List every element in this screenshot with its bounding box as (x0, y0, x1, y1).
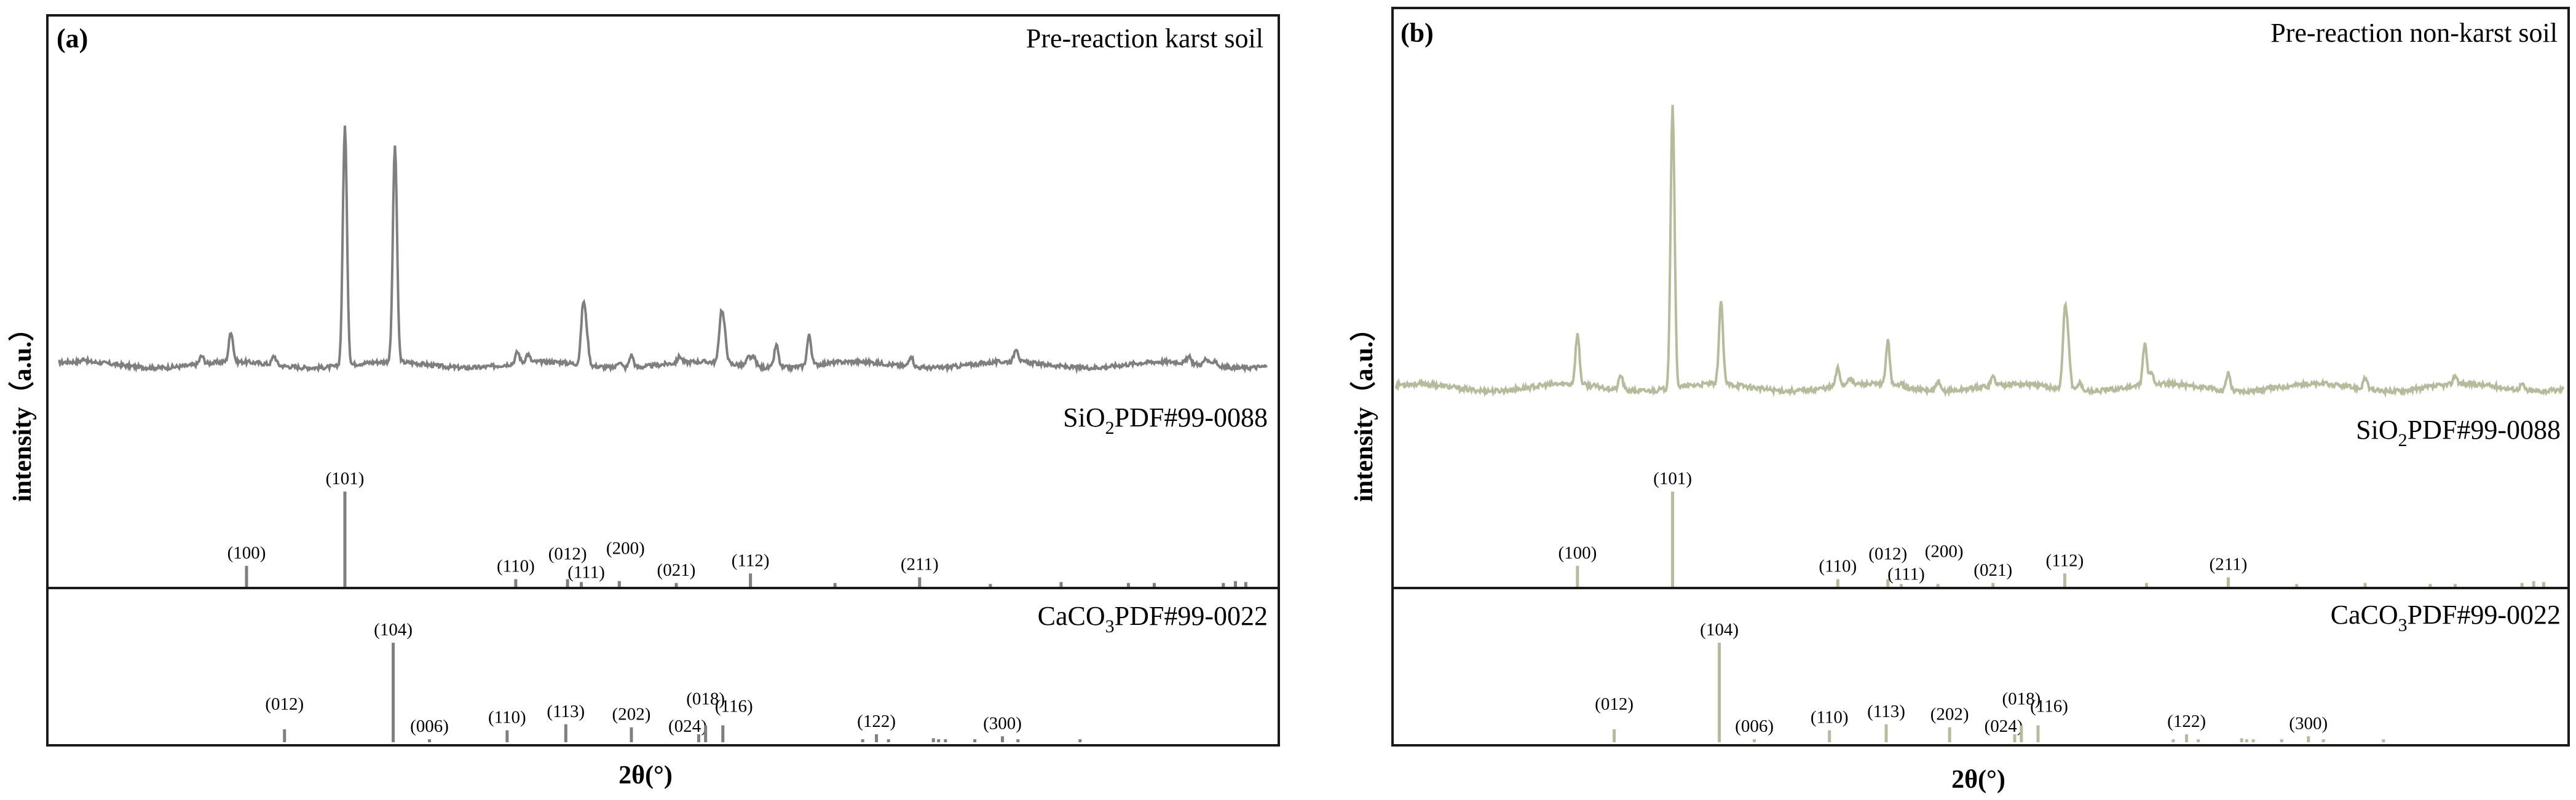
hkl-label: (122) (857, 712, 896, 731)
hkl-label: (200) (606, 539, 645, 559)
diffraction-trace (1394, 104, 2565, 398)
hkl-label: (112) (732, 551, 770, 570)
hkl-label: (122) (2167, 712, 2206, 731)
panel-b-xlabel: 2θ(°) (1951, 766, 2005, 794)
hkl-label: (300) (983, 713, 1022, 733)
hkl-label: (110) (1811, 708, 1849, 727)
panel-b-frame (1391, 7, 2570, 747)
hkl-label: (202) (1930, 705, 1969, 724)
panel-b-title: Pre-reaction non-karst soil (2270, 18, 2558, 48)
hkl-label: (006) (410, 716, 449, 736)
hkl-label: (200) (1925, 541, 1964, 561)
panel-a: (a) Pre-reaction karst soil 2θ(°) intens… (8, 14, 1280, 790)
hkl-label: (024) (1985, 716, 2023, 736)
hkl-label: (104) (1700, 620, 1739, 640)
hkl-label: (112) (2046, 551, 2084, 570)
hkl-label: (111) (567, 562, 605, 582)
panel-a-ref1-label: SiO2PDF#99-0088 (1063, 402, 1268, 438)
hkl-label: (300) (2289, 713, 2328, 733)
hkl-label: (110) (1819, 557, 1857, 576)
hkl-label: (100) (227, 543, 266, 563)
panel-b: (b) Pre-reaction non-karst soil 2θ(°) in… (1349, 7, 2570, 794)
hkl-label: (211) (2210, 555, 2248, 575)
hkl-label: (110) (488, 708, 526, 727)
panel-a-ref2-label: CaCO3PDF#99-0022 (1038, 601, 1268, 637)
panel-b-ylabel: intensity（a.u.） (1349, 315, 1378, 501)
hkl-label: (110) (497, 557, 535, 576)
hkl-label: (101) (326, 469, 365, 488)
panel-a-ylabel: intensity（a.u.） (8, 315, 37, 501)
hkl-label: (116) (715, 696, 753, 716)
hkl-label: (101) (1653, 469, 1692, 488)
panel-b-ref1-label: SiO2PDF#99-0088 (2356, 415, 2561, 450)
hkl-label: (100) (1558, 543, 1597, 563)
panel-a-frame (46, 14, 1280, 747)
hkl-label: (113) (1867, 702, 1905, 721)
diffraction-trace (58, 125, 1268, 375)
panel-b-label: (b) (1401, 18, 1434, 48)
hkl-label: (024) (668, 716, 707, 736)
hkl-label: (211) (901, 555, 939, 575)
panel-b-marks: (100)(101)(110)(012)(111)(200)(021) (112)… (1394, 104, 2565, 742)
hkl-label: (021) (1973, 560, 2012, 580)
hkl-label: (012) (548, 544, 587, 564)
panel-a-label: (a) (57, 23, 88, 53)
panel-a-xlabel: 2θ(°) (618, 761, 673, 790)
panel-a-marks: (100)(101)(110)(012)(111)(200)(021) (112)… (58, 125, 1268, 742)
hkl-label: (012) (1595, 694, 1634, 714)
hkl-label: (104) (374, 620, 413, 640)
hkl-label: (021) (657, 560, 696, 580)
panel-b-ref2-label: CaCO3PDF#99-0022 (2331, 600, 2561, 635)
hkl-label: (116) (2030, 696, 2068, 716)
hkl-label: (113) (547, 702, 585, 721)
hkl-label: (006) (1735, 716, 1774, 736)
hkl-label: (202) (612, 705, 651, 724)
hkl-label: (012) (1868, 544, 1907, 564)
hkl-label: (012) (265, 694, 304, 714)
hkl-label: (111) (1887, 564, 1925, 584)
panel-a-title: Pre-reaction karst soil (1026, 23, 1263, 53)
hkl-label: (018) (2002, 689, 2041, 708)
hkl-label: (018) (686, 689, 725, 708)
